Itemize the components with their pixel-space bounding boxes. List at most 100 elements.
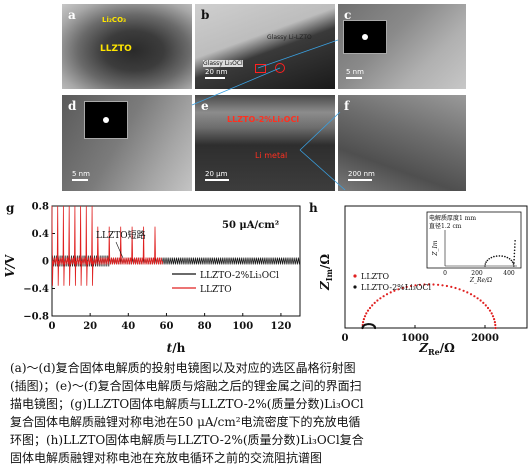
chart-h-point-llzto (362, 318, 365, 321)
panel-e-scale: 20 μm (205, 170, 228, 178)
panel-d-scale: 5 nm (72, 170, 90, 178)
chart-g-xtick-label: 20 (83, 321, 97, 332)
caption-line-6: 固体电解质融锂对称电池在充放电循环之前的交流阻抗谱图 (10, 451, 323, 465)
chart-h-inset-point (513, 255, 516, 258)
chart-h-point-llzto (486, 306, 490, 310)
chart-g-ytick-label: −0.8 (23, 312, 49, 323)
chart-h-point-llzto (473, 295, 476, 298)
chart-h-point-llzto (366, 309, 370, 312)
chart-g-line-composite (51, 255, 301, 267)
chart-g-xlabel-unit: h (177, 341, 186, 355)
chart-h-inset-xtick-2: 400 (503, 270, 515, 277)
chart-h-point-llzto (389, 291, 392, 294)
panel-e-electrolyte-label: LLZTO-2%Li₃OCl (227, 115, 300, 124)
caption-line-3: 描电镜图；(g)LLZTO固体电解质与LLZTO-2%(质量分数)Li₃OCl (10, 397, 364, 411)
chart-h-point-llzto (362, 321, 365, 324)
chart-h-inset-note-1: 电解质厚度1 mm (429, 214, 476, 222)
chart-g-ylabel: V/V (3, 254, 17, 278)
panel-b-label: b (201, 8, 210, 22)
chart-h-point-llzto (493, 321, 496, 324)
chart-g-xticks: 0 20 40 60 80 100 120 (49, 313, 291, 332)
chart-h-legend-composite: LLZTO-2%Li₃OCl (361, 283, 432, 292)
chart-h-inset-point (511, 261, 514, 263)
panel-d-label: d (68, 99, 77, 113)
chart-h-impedance: h 0 1000 2000 ZIm/Ω ZRe/Ω LLZTO LLZTO-2%Li… (309, 201, 528, 357)
chart-h-point-llzto (490, 312, 493, 315)
chart-g-xlabel: t/h (167, 341, 186, 355)
chart-h-xlabel-sub: Re (428, 347, 440, 357)
panel-b-scalebar (205, 77, 225, 79)
chart-g-current-density: 50 μA/cm² (222, 220, 279, 231)
panel-e-li-metal-label: Li metal (255, 151, 288, 160)
chart-g-panel-label: g (6, 201, 15, 215)
chart-h-point-llzto (371, 304, 374, 307)
chart-g-xtick-label: 120 (270, 321, 291, 332)
chart-h-point-llzto (482, 301, 485, 304)
panel-b-glassy-li3ocl: Glassy Li₃OCl (203, 60, 243, 67)
chart-h-point-llzto (427, 283, 431, 286)
chart-h-inset-point (501, 255, 503, 257)
chart-h-point-llzto (365, 312, 368, 315)
chart-g-ytick-label: −0.4 (23, 284, 49, 295)
panel-b-box-red (255, 64, 266, 73)
chart-h-xlabel-var: Z (418, 341, 429, 355)
chart-h-point-llzto (493, 318, 496, 321)
caption-line-5: 环图；(h)LLZTO固体电解质与LLZTO-2%(质量分数)Li₃OCl复合 (10, 433, 364, 447)
chart-h-inset-ylabel: Z_Im (432, 240, 439, 257)
chart-h-point-llzto (423, 283, 426, 286)
panel-d-scalebar (72, 179, 88, 181)
chart-h-inset-point (514, 243, 516, 245)
chart-h-point-llzto (363, 315, 367, 318)
chart-h-inset-point (510, 259, 513, 262)
chart-h-frame (344, 205, 528, 329)
chart-h-inset-point (508, 258, 511, 260)
chart-h-inset-series (444, 230, 517, 267)
panel-d-tem: d 5 nm (62, 95, 192, 191)
chart-h-inset-point (485, 261, 487, 263)
chart-h-legend-llzto: LLZTO (361, 272, 390, 281)
chart-g-cycling: g 0.8 0.4 0 −0.4 −0.8 0 20 40 60 80 100 120 V/V t/… (3, 201, 301, 355)
chart-h-panel-label: h (309, 201, 318, 215)
chart-h-point-llzto (410, 284, 413, 288)
chart-h-inset-note-2: 直径1.2 cm (429, 222, 462, 230)
chart-h-point-llzto (385, 293, 389, 296)
chart-h-ylabel-var: Z (318, 280, 332, 291)
chart-g-yticks: 0.8 0.4 0 −0.4 −0.8 (23, 202, 55, 323)
chart-h-ylabel: ZIm/Ω (318, 254, 334, 291)
chart-h-inset-xtick-0: 0 (443, 270, 447, 277)
chart-h-xticks: 0 1000 2000 (342, 325, 499, 344)
chart-h-ylabel-sub: Im (324, 269, 334, 282)
chart-h-point-llzto (397, 288, 400, 291)
panel-c-label: c (344, 8, 352, 22)
chart-h-inset-point (513, 265, 515, 267)
panel-a-material: LLZTO (100, 44, 132, 54)
chart-h-inset-xtick-1: 200 (471, 270, 483, 277)
chart-h-point-llzto (401, 286, 404, 290)
chart-h-point-llzto (418, 283, 421, 286)
chart-h-point-llzto (494, 326, 497, 330)
chart-h-inset-point (513, 258, 515, 261)
chart-h-inset-point (513, 262, 515, 264)
chart-g-xlabel-var: t (167, 341, 173, 355)
panel-e-sem: e LLZTO-2%Li₃OCl Li metal 20 μm (195, 95, 335, 191)
panel-a-label: a (68, 8, 76, 22)
panel-e-scalebar (205, 179, 229, 181)
panel-c-diffraction-inset (343, 20, 387, 54)
chart-h-point-llzto (379, 297, 382, 300)
chart-h-point-llzto (458, 288, 461, 291)
figure-caption: (a)～(d)复合固体电解质的投射电镜图以及对应的选区晶格衍射图 (插图)；(e… (10, 359, 522, 467)
chart-h-inset-point (488, 258, 490, 260)
chart-h-inset-point (486, 259, 489, 262)
chart-h-point-llzto (469, 293, 473, 296)
chart-h-xtick-label: 0 (342, 333, 349, 344)
panel-connectors (191, 39, 346, 191)
chart-h-inset-point (495, 255, 498, 257)
chart-h-inset-point (506, 256, 509, 259)
chart-h-point-llzto (488, 309, 492, 312)
panel-c-tem: c 5 nm (338, 4, 466, 89)
chart-h-point-llzto (437, 283, 440, 286)
chart-g-short-circuit-annotation: LLZTO短路 (96, 229, 146, 241)
chart-h-inset-point (514, 246, 516, 248)
chart-h-point-llzto (405, 285, 408, 288)
caption-line-2: (插图)；(e)～(f)复合固体电解质与熔融之后的锂金属之间的界面扫 (10, 379, 362, 393)
